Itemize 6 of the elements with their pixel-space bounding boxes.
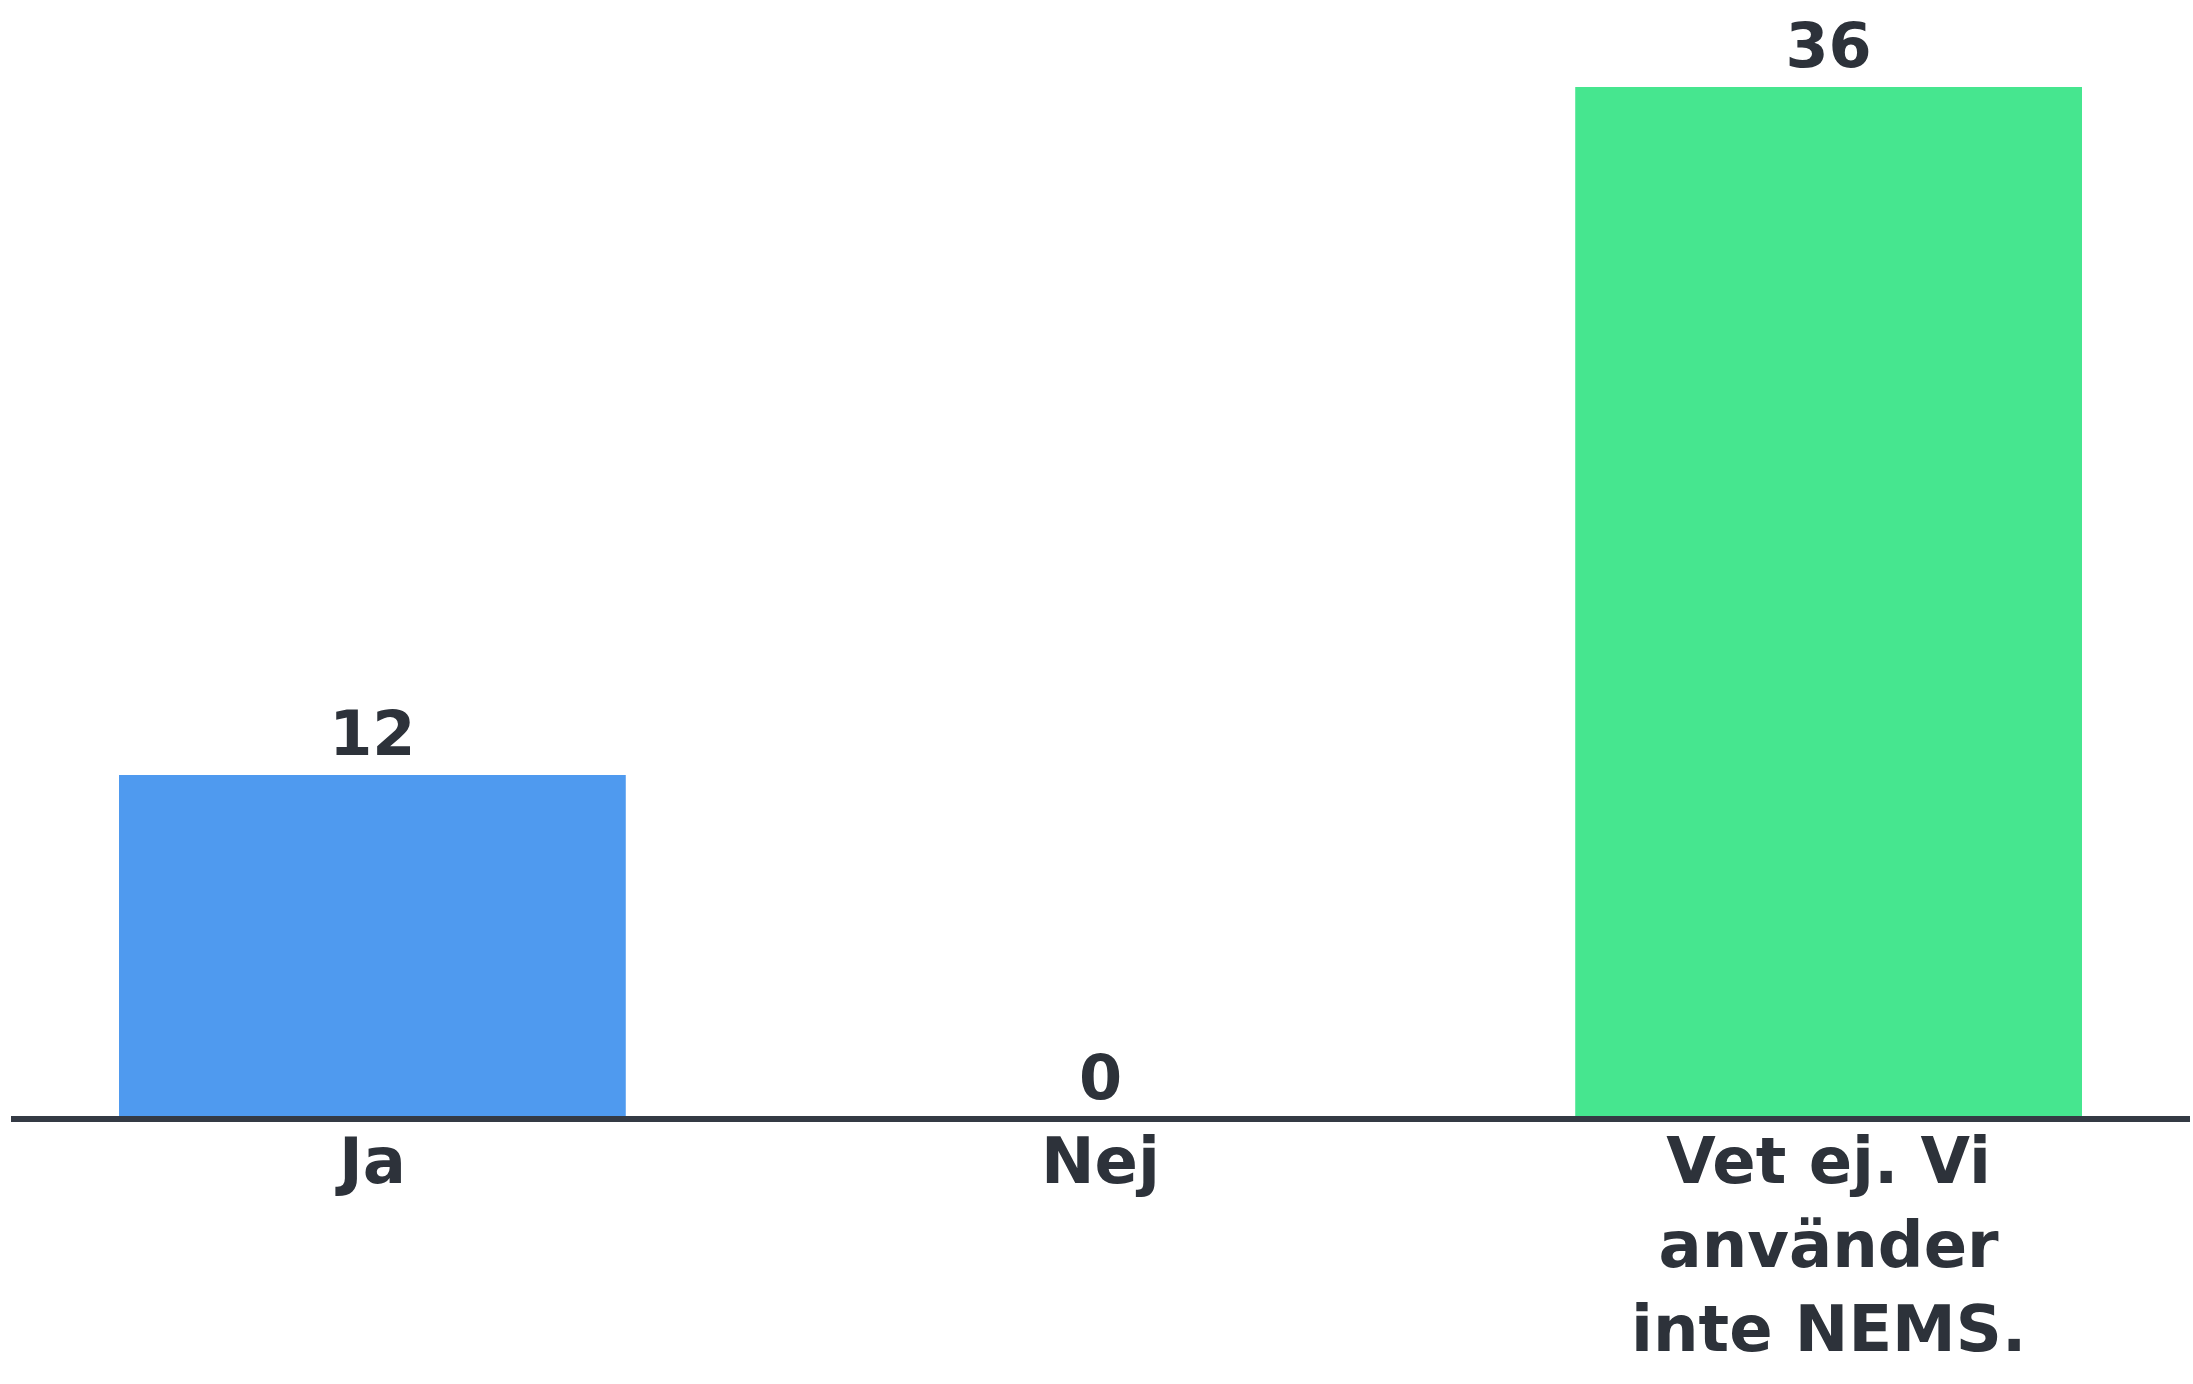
x-tick-label: Nej	[1041, 1124, 1160, 1198]
x-tick-label: Vet ej. Vi använder inte NEMS.	[1631, 1124, 2027, 1366]
data-label: 0	[1078, 1041, 1123, 1114]
data-label: 36	[1785, 9, 1872, 82]
x-tick-label: Ja	[334, 1124, 406, 1198]
data-label: 12	[329, 697, 416, 770]
